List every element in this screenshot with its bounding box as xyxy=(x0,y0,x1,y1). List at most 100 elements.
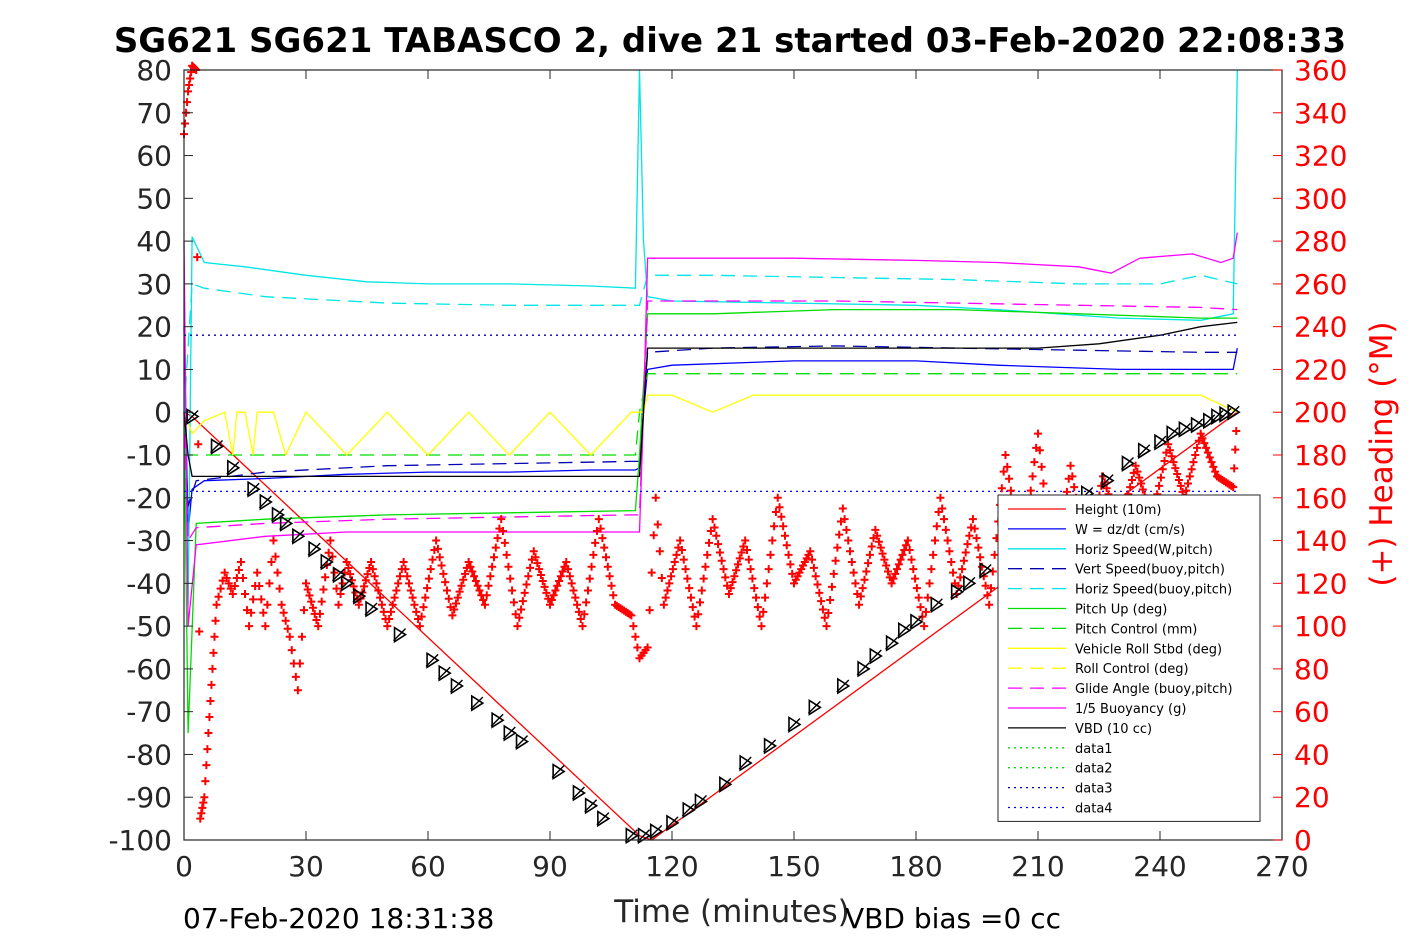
heading-point xyxy=(202,761,211,770)
legend-entry: Horiz Speed(buoy,pitch) xyxy=(1075,583,1232,598)
heading-point xyxy=(435,553,444,562)
heading-point xyxy=(808,555,817,564)
depth-marker xyxy=(694,793,708,810)
heading-point xyxy=(205,713,214,722)
heading-point xyxy=(236,557,245,566)
heading-point xyxy=(862,567,871,576)
depth-marker xyxy=(1211,408,1225,425)
heading-point xyxy=(297,632,306,641)
depth-marker xyxy=(503,724,517,742)
heading-point xyxy=(782,541,791,550)
heading-point xyxy=(927,565,936,574)
depth-marker-slash xyxy=(1137,444,1151,458)
heading-point xyxy=(338,579,347,588)
heading-point xyxy=(571,593,580,602)
y-right-tick-label: 20 xyxy=(1294,781,1330,814)
y-tick-label: -20 xyxy=(126,482,172,515)
heading-point xyxy=(909,565,918,574)
y-tick-label: -30 xyxy=(126,525,172,558)
heading-point xyxy=(692,622,701,631)
depth-marker-slash xyxy=(352,589,366,603)
heading-point xyxy=(732,566,741,575)
heading-point xyxy=(770,522,779,531)
legend-entry: 1/5 Buoyancy (g) xyxy=(1075,702,1186,717)
heading-point xyxy=(659,600,668,609)
y-tick-label: -70 xyxy=(126,696,172,729)
y-tick-label: -40 xyxy=(126,567,172,600)
depth-marker-slash xyxy=(1210,410,1224,423)
heading-point xyxy=(686,593,695,602)
heading-point xyxy=(210,632,219,641)
heading-point xyxy=(1164,440,1173,449)
legend-entry: Glide Angle (buoy,pitch) xyxy=(1075,682,1233,697)
heading-point xyxy=(424,574,433,583)
heading-point xyxy=(186,74,195,83)
heading-point xyxy=(896,555,905,564)
depth-marker-slash xyxy=(649,824,663,838)
heading-point xyxy=(730,572,739,581)
heading-point xyxy=(354,600,363,609)
heading-point xyxy=(1003,462,1012,471)
heading-point xyxy=(285,632,294,641)
heading-point xyxy=(820,613,829,622)
heading-point xyxy=(442,586,451,595)
depth-marker-slash xyxy=(665,816,679,830)
depth-marker xyxy=(649,822,664,840)
heading-point xyxy=(945,547,954,556)
depth-marker xyxy=(515,733,530,751)
heading-point xyxy=(851,579,860,588)
heading-point xyxy=(983,591,992,600)
heading-point xyxy=(1137,479,1146,488)
depth-marker xyxy=(869,647,883,665)
heading-point xyxy=(947,557,956,566)
heading-point xyxy=(587,562,596,571)
heading-point xyxy=(423,584,432,593)
heading-point xyxy=(665,579,674,588)
depth-marker-slash xyxy=(807,700,821,714)
depth-marker-slash xyxy=(437,666,451,680)
heading-point xyxy=(844,536,853,545)
heading-point xyxy=(905,546,914,555)
heading-point xyxy=(277,600,286,609)
heading-point xyxy=(433,544,442,553)
heading-point xyxy=(651,493,660,502)
heading-point xyxy=(748,574,757,583)
depth-marker-slash xyxy=(291,529,305,543)
heading-point xyxy=(243,606,252,615)
heading-point xyxy=(891,569,900,578)
heading-point xyxy=(856,592,865,601)
heading-point xyxy=(847,557,856,566)
heading-point xyxy=(283,624,292,633)
depth-marker xyxy=(963,574,977,592)
heading-point xyxy=(703,550,712,559)
heading-point xyxy=(317,597,326,606)
depth-marker xyxy=(227,459,241,477)
heading-point xyxy=(332,584,341,593)
heading-point xyxy=(473,581,482,590)
heading-point xyxy=(196,814,205,823)
heading-point xyxy=(281,616,290,625)
depth-marker-slash xyxy=(1177,422,1191,436)
heading-point xyxy=(574,607,583,616)
heading-point xyxy=(753,603,762,612)
heading-point xyxy=(596,524,605,533)
heading-point xyxy=(1034,429,1042,438)
heading-point xyxy=(453,593,462,602)
y-tick-label: -50 xyxy=(126,610,172,643)
heading-point xyxy=(938,504,947,513)
plot-area xyxy=(180,61,1241,845)
heading-point xyxy=(759,607,768,616)
heading-point xyxy=(360,582,369,591)
heading-point xyxy=(263,600,272,609)
heading-point xyxy=(764,565,773,574)
heading-point xyxy=(517,605,526,614)
heading-point xyxy=(958,565,967,574)
depth-marker-slash xyxy=(246,482,260,496)
heading-point xyxy=(1001,451,1010,459)
legend-entry: Roll Control (deg) xyxy=(1075,662,1189,677)
x-axis-label: Time (minutes) xyxy=(613,894,849,930)
depth-marker xyxy=(353,587,367,605)
heading-point xyxy=(488,562,497,571)
legend-entry: Pitch Up (deg) xyxy=(1075,603,1167,618)
depth-marker xyxy=(1121,455,1135,473)
